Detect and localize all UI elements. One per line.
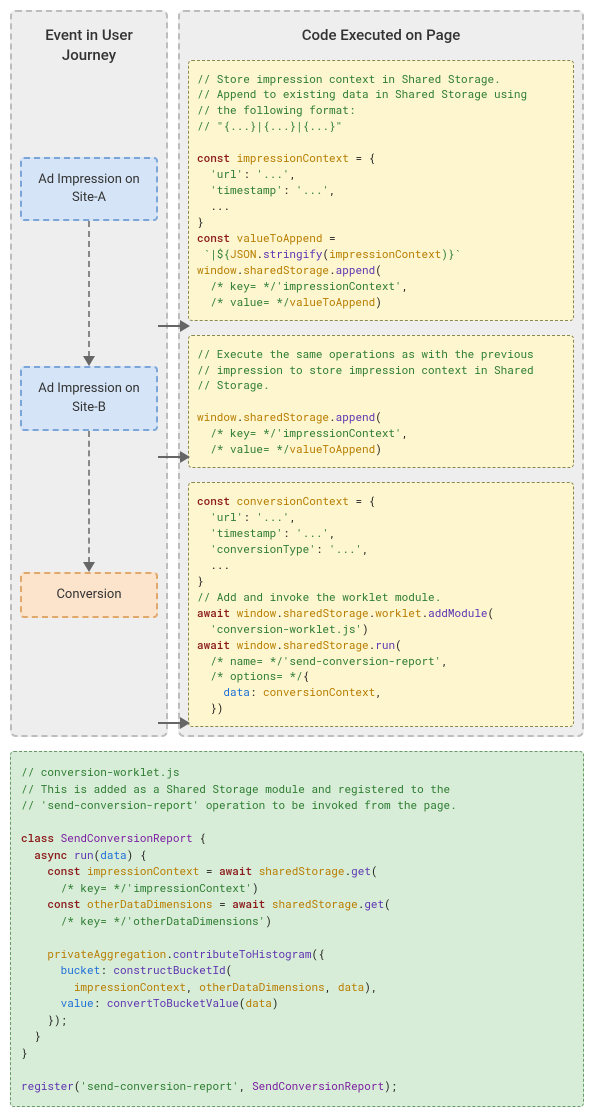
right-panel-title: Code Executed on Page bbox=[188, 26, 574, 46]
row-1: // Store impression context in Shared St… bbox=[188, 60, 574, 321]
row-3: const conversionContext = { 'url': '...'… bbox=[188, 482, 574, 727]
arrowhead-2 bbox=[83, 562, 95, 572]
connector-1 bbox=[88, 221, 90, 357]
right-panel: Code Executed on Page // Store impressio… bbox=[178, 10, 584, 737]
top-row: Event in User Journey Ad Impression on S… bbox=[10, 10, 584, 737]
event-impression-b: Ad Impression on Site-B bbox=[20, 366, 158, 430]
code-block-3: const conversionContext = { 'url': '...'… bbox=[188, 482, 574, 727]
connector-2 bbox=[88, 431, 90, 563]
arrow-3 bbox=[158, 717, 190, 729]
code-block-1: // Store impression context in Shared St… bbox=[188, 60, 574, 321]
worklet-code-block: // conversion-worklet.js // This is adde… bbox=[10, 751, 584, 1107]
right-column: // Store impression context in Shared St… bbox=[188, 60, 574, 728]
event-conversion: Conversion bbox=[20, 572, 158, 618]
arrowhead-1 bbox=[83, 356, 95, 366]
event-impression-a: Ad Impression on Site-A bbox=[20, 157, 158, 221]
arrow-2 bbox=[158, 451, 190, 463]
left-panel: Event in User Journey Ad Impression on S… bbox=[10, 10, 168, 737]
left-panel-title: Event in User Journey bbox=[20, 26, 158, 65]
arrow-1 bbox=[158, 320, 190, 332]
code-block-2: // Execute the same operations as with t… bbox=[188, 335, 574, 469]
left-column: Ad Impression on Site-A Ad Impression on… bbox=[20, 79, 158, 618]
row-2: // Execute the same operations as with t… bbox=[188, 335, 574, 469]
